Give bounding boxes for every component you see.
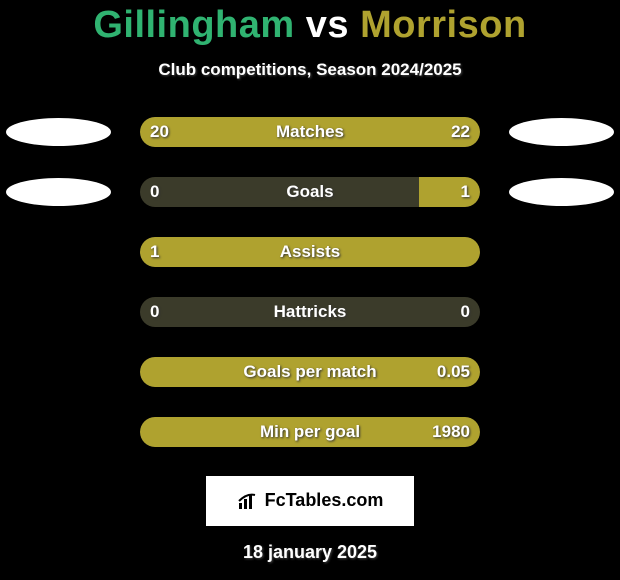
stat-fill-right [140,417,480,447]
stat-value-left: 0 [150,182,159,202]
stat-value-right: 22 [451,122,470,142]
stat-value-left: 1 [150,242,159,262]
stat-value-right: 1980 [432,422,470,442]
stats-container: Matches2022Goals01Assists1Hattricks00Goa… [0,108,620,456]
player-marker-right [509,118,614,146]
title-right: Morrison [360,4,527,46]
player-marker-left [6,118,111,146]
stat-row: Goals01 [0,168,620,216]
player-marker-left [6,178,111,206]
stat-bar: Goals01 [140,177,480,207]
subtitle: Club competitions, Season 2024/2025 [0,60,620,80]
stat-label: Hattricks [140,302,480,322]
attribution-text: FcTables.com [265,490,384,511]
stat-fill-right [140,357,480,387]
stat-row: Assists1 [0,228,620,276]
stat-fill-right [419,177,480,207]
stat-value-right: 0.05 [437,362,470,382]
player-marker-right [509,178,614,206]
stat-value-left: 20 [150,122,169,142]
stat-row: Matches2022 [0,108,620,156]
stat-row: Min per goal1980 [0,408,620,456]
stat-value-left: 0 [150,302,159,322]
stat-bar: Assists1 [140,237,480,267]
stat-value-right: 0 [461,302,470,322]
stat-bar: Matches2022 [140,117,480,147]
stat-bar: Goals per match0.05 [140,357,480,387]
stat-fill-left [140,237,480,267]
page-title: Gillingham vs Morrison [0,0,620,46]
attribution-badge: FcTables.com [206,476,414,526]
stat-value-right: 1 [461,182,470,202]
stat-bar: Hattricks0 0 [140,297,480,327]
stat-row: Goals per match0.05 [0,348,620,396]
date-line: 18 january 2025 [0,542,620,563]
stat-bar: Min per goal1980 [140,417,480,447]
chart-icon [237,491,259,511]
stat-row: Hattricks0 0 [0,288,620,336]
title-sep: vs [306,4,349,46]
title-left: Gillingham [93,4,294,46]
